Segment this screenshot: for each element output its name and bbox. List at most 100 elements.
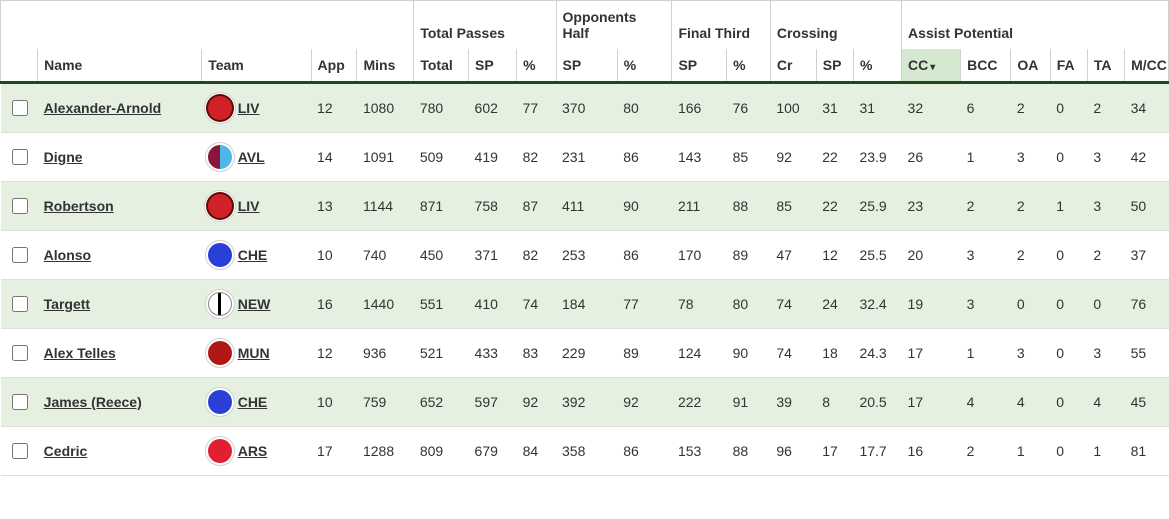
row-select-checkbox[interactable] [12, 247, 28, 263]
row-select-checkbox[interactable] [12, 394, 28, 410]
cell-ta: 0 [1087, 280, 1124, 329]
cell-pct2: 86 [617, 133, 672, 182]
cell-total: 551 [414, 280, 469, 329]
cell-fa: 0 [1050, 378, 1087, 427]
cell-app: 10 [311, 378, 357, 427]
column-header-team[interactable]: Team [202, 49, 311, 83]
player-name-link[interactable]: Cedric [44, 443, 88, 459]
team-link[interactable]: NEW [238, 296, 271, 312]
team-cell: AVL [202, 133, 311, 182]
row-select-checkbox[interactable] [12, 443, 28, 459]
team-link[interactable]: MUN [238, 345, 270, 361]
column-header-pct2[interactable]: % [617, 49, 672, 83]
player-name-cell: James (Reece) [38, 378, 202, 427]
column-header-cc[interactable]: CC▾ [902, 49, 961, 83]
cell-cr: 74 [770, 280, 816, 329]
column-header-mins[interactable]: Mins [357, 49, 414, 83]
cell-pct3: 89 [727, 231, 771, 280]
team-cell: CHE [202, 231, 311, 280]
player-name-link[interactable]: Alonso [44, 247, 91, 263]
cell-mins: 1080 [357, 83, 414, 133]
cell-mcc: 42 [1125, 133, 1169, 182]
cell-total: 652 [414, 378, 469, 427]
team-link[interactable]: AVL [238, 149, 265, 165]
column-header-app[interactable]: App [311, 49, 357, 83]
cell-pct1: 92 [517, 378, 556, 427]
column-header-check[interactable] [1, 49, 38, 83]
cell-pct1: 82 [517, 231, 556, 280]
team-cell: LIV [202, 182, 311, 231]
column-header-total[interactable]: Total [414, 49, 469, 83]
cell-mins: 936 [357, 329, 414, 378]
cell-sp3: 166 [672, 83, 727, 133]
team-link[interactable]: CHE [238, 247, 268, 263]
column-header-name[interactable]: Name [38, 49, 202, 83]
player-name-link[interactable]: James (Reece) [44, 394, 142, 410]
cell-sp1: 433 [469, 329, 517, 378]
team-link[interactable]: LIV [238, 100, 260, 116]
cell-sp3: 153 [672, 427, 727, 476]
column-header-pct3[interactable]: % [727, 49, 771, 83]
cell-mins: 1144 [357, 182, 414, 231]
cell-ta: 2 [1087, 83, 1124, 133]
cell-fa: 0 [1050, 133, 1087, 182]
cell-cr: 92 [770, 133, 816, 182]
cell-sp1: 410 [469, 280, 517, 329]
row-select-checkbox[interactable] [12, 296, 28, 312]
column-header-bcc[interactable]: BCC [961, 49, 1011, 83]
column-group-header: Total Passes [414, 1, 556, 50]
cell-oa: 2 [1011, 83, 1050, 133]
cell-total: 509 [414, 133, 469, 182]
cell-oa: 0 [1011, 280, 1050, 329]
cell-pct4: 31 [853, 83, 901, 133]
column-header-sp2[interactable]: SP [556, 49, 617, 83]
column-header-mcc[interactable]: M/CC [1125, 49, 1169, 83]
row-select-checkbox[interactable] [12, 198, 28, 214]
cell-ta: 3 [1087, 133, 1124, 182]
cell-mcc: 37 [1125, 231, 1169, 280]
player-name-link[interactable]: Alex Telles [44, 345, 116, 361]
column-header-fa[interactable]: FA [1050, 49, 1087, 83]
cell-app: 13 [311, 182, 357, 231]
player-name-cell: Alexander-Arnold [38, 83, 202, 133]
team-badge-icon [208, 145, 232, 169]
player-name-cell: Digne [38, 133, 202, 182]
cell-pct3: 88 [727, 182, 771, 231]
cell-mins: 1288 [357, 427, 414, 476]
cell-cc: 17 [902, 329, 961, 378]
team-badge-icon [208, 390, 232, 414]
cell-sp3: 170 [672, 231, 727, 280]
cell-pct1: 84 [517, 427, 556, 476]
column-group-header: Assist Potential [902, 1, 1169, 50]
team-link[interactable]: ARS [238, 443, 268, 459]
player-name-link[interactable]: Targett [44, 296, 90, 312]
column-group-header: Opponents Half [556, 1, 672, 50]
row-select-checkbox[interactable] [12, 100, 28, 116]
team-link[interactable]: CHE [238, 394, 268, 410]
column-header-cr[interactable]: Cr [770, 49, 816, 83]
cell-cr: 39 [770, 378, 816, 427]
cell-sp2: 370 [556, 83, 617, 133]
cell-bcc: 3 [961, 231, 1011, 280]
column-header-sp1[interactable]: SP [469, 49, 517, 83]
column-header-sp3[interactable]: SP [672, 49, 727, 83]
player-name-link[interactable]: Robertson [44, 198, 114, 214]
column-header-pct1[interactable]: % [517, 49, 556, 83]
row-select-checkbox[interactable] [12, 345, 28, 361]
cell-mcc: 76 [1125, 280, 1169, 329]
cell-fa: 1 [1050, 182, 1087, 231]
cell-oa: 2 [1011, 231, 1050, 280]
team-cell: CHE [202, 378, 311, 427]
column-header-sp4[interactable]: SP [816, 49, 853, 83]
cell-total: 780 [414, 83, 469, 133]
column-header-ta[interactable]: TA [1087, 49, 1124, 83]
team-link[interactable]: LIV [238, 198, 260, 214]
cell-app: 14 [311, 133, 357, 182]
team-badge-icon [208, 96, 232, 120]
player-name-link[interactable]: Digne [44, 149, 83, 165]
cell-oa: 3 [1011, 133, 1050, 182]
column-header-oa[interactable]: OA [1011, 49, 1050, 83]
row-select-checkbox[interactable] [12, 149, 28, 165]
player-name-link[interactable]: Alexander-Arnold [44, 100, 161, 116]
column-header-pct4[interactable]: % [853, 49, 901, 83]
